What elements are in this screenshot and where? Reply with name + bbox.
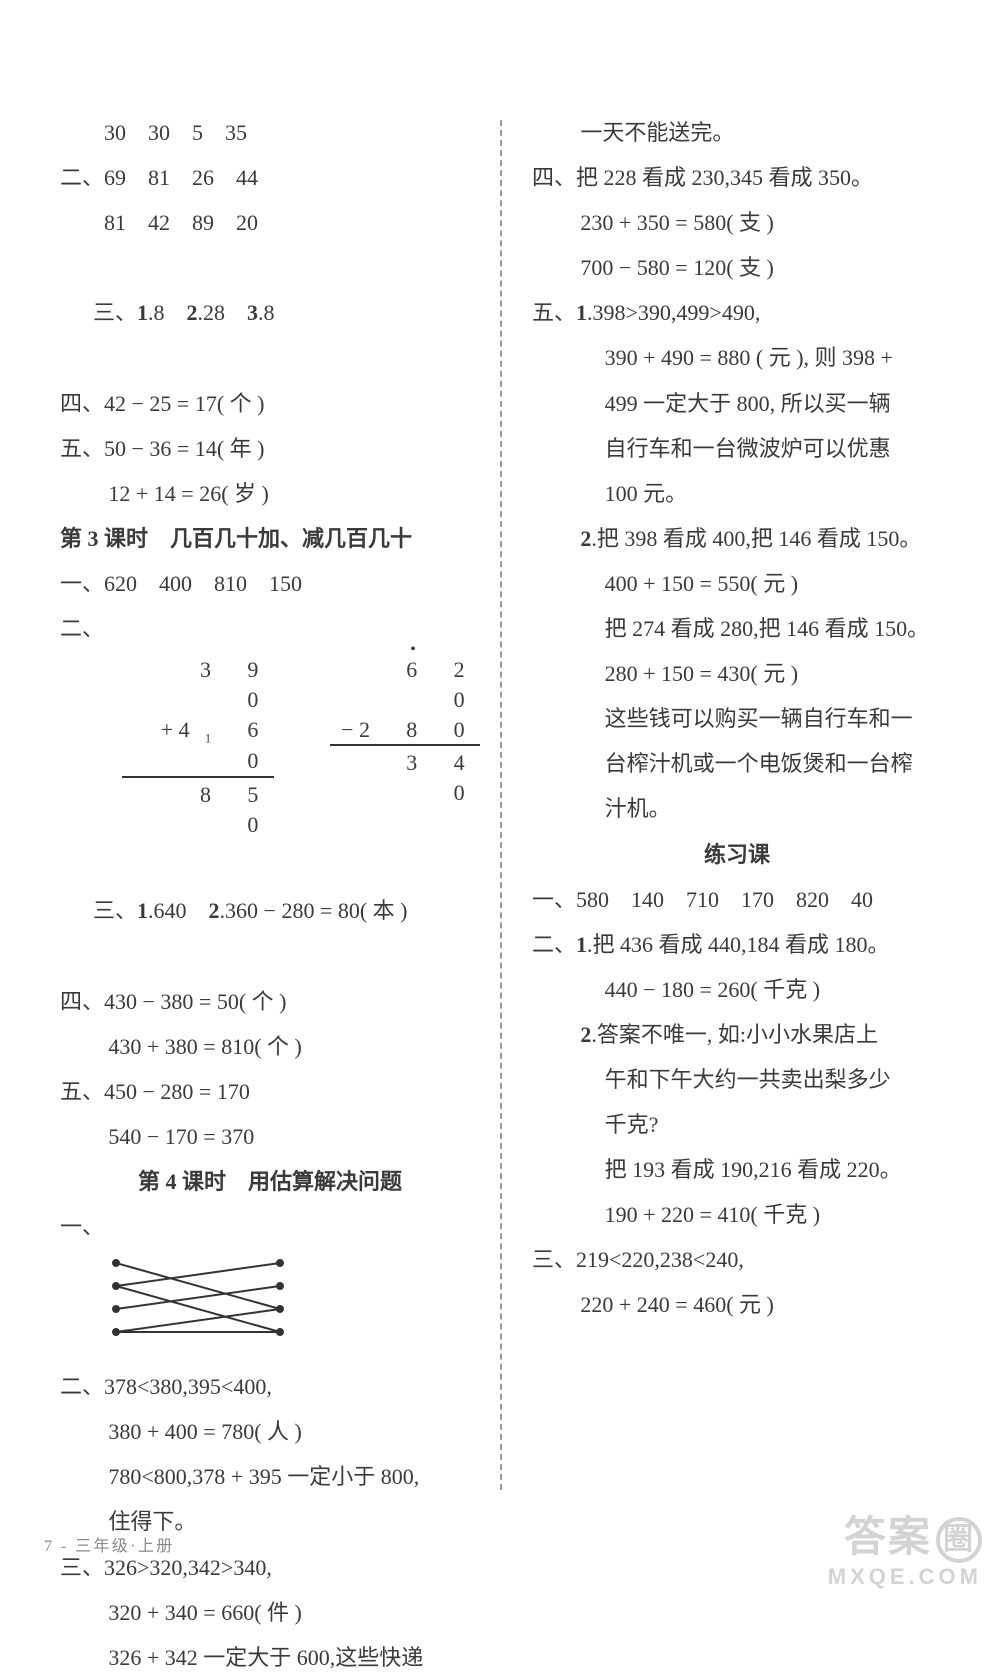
text-line: 自行车和一台微波炉可以优惠: [532, 426, 942, 471]
text-line: 二、1.把 436 看成 440,184 看成 180。: [532, 922, 942, 967]
text-line: 汁机。: [532, 786, 942, 831]
bold-num: 3: [247, 300, 258, 325]
subtraction-block: 6 2 0 − 2 8 0 3 4 0: [330, 655, 480, 839]
text-line: 280 + 150 = 430( 元 ): [532, 651, 942, 696]
text-line: 190 + 220 = 410( 千克 ): [532, 1192, 942, 1237]
label: 三、: [93, 300, 137, 325]
text-line: 千克?: [532, 1102, 942, 1147]
val: .8: [258, 300, 275, 325]
text-line: 400 + 150 = 550( 元 ): [532, 561, 942, 606]
text-line: 五、50 − 36 = 14( 年 ): [60, 426, 480, 471]
bold-num: 2: [187, 300, 198, 325]
watermark-circle: 圈: [936, 1517, 982, 1563]
text-line: 12 + 14 = 26( 岁 ): [60, 471, 480, 516]
text-line: 一、620 400 810 150: [60, 561, 480, 606]
lesson3-title: 第 3 课时 几百几十加、减几百几十: [60, 516, 480, 561]
text-line: 三、1.640 2.360 − 280 = 80( 本 ): [60, 843, 480, 978]
page: 30 30 5 35 二、69 81 26 44 81 42 89 20 三、1…: [0, 0, 1000, 1600]
val: .8: [148, 300, 187, 325]
text-line: 五、450 − 280 = 170: [60, 1069, 480, 1114]
text-line: 440 − 180 = 260( 千克 ): [532, 967, 942, 1012]
watermark: 答案圈 MXQE.COM: [828, 1503, 982, 1590]
text-line: 499 一定大于 800, 所以买一辆: [532, 381, 942, 426]
footer-label: - 三年级·上册: [61, 1538, 175, 1555]
text-line: 81 42 89 20: [60, 200, 480, 245]
page-footer: 7 - 三年级·上册: [44, 1532, 175, 1556]
bold-num: 1: [576, 300, 587, 325]
text-line: 30 30 5 35: [60, 110, 480, 155]
text-line: 一、580 140 710 170 820 40: [532, 877, 942, 922]
text-line: 一天不能送完。: [532, 110, 942, 155]
text-line: 午和下午大约一共卖出梨多少: [532, 1057, 942, 1102]
text-line: 100 元。: [532, 471, 942, 516]
text-line: 三、1.8 2.28 3.8: [60, 245, 480, 380]
bold-num: 1: [576, 932, 587, 957]
text-line: 540 − 170 = 370: [60, 1114, 480, 1159]
right-column: 一天不能送完。 四、把 228 看成 230,345 看成 350。 230 +…: [502, 110, 942, 1540]
text-line: 一、: [60, 1204, 480, 1249]
bold-num: 2: [209, 898, 220, 923]
text-line: 380 + 400 = 780( 人 ): [60, 1409, 480, 1454]
text-line: 二、378<380,395<400,: [60, 1364, 480, 1409]
val: .把 436 看成 440,184 看成 180。: [587, 932, 890, 957]
text-line: 四、把 228 看成 230,345 看成 350。: [532, 155, 942, 200]
text-line: 780<800,378 + 395 一定小于 800,: [60, 1454, 480, 1499]
text-line: 四、42 − 25 = 17( 个 ): [60, 381, 480, 426]
text-line: 320 + 340 = 660( 件 ): [60, 1590, 480, 1635]
text-line: 700 − 580 = 120( 支 ): [532, 245, 942, 290]
text-line: 220 + 240 = 460( 元 ): [532, 1282, 942, 1327]
val: .640: [148, 898, 209, 923]
text-line: 台榨汁机或一个电饭煲和一台榨: [532, 741, 942, 786]
text-line: 390 + 490 = 880 ( 元 ), 则 398 +: [532, 335, 942, 380]
text-line: 2.答案不唯一, 如:小小水果店上: [532, 1012, 942, 1057]
addition-block: 3 9 0 + 41 6 0 8 5 0: [122, 655, 274, 839]
watermark-line1: 答案圈: [828, 1503, 982, 1564]
text-line: 四、430 − 380 = 50( 个 ): [60, 979, 480, 1024]
label: 三、: [93, 898, 137, 923]
bold-num: 1: [137, 898, 148, 923]
lesson4-title: 第 4 课时 用估算解决问题: [60, 1159, 480, 1204]
text-line: 三、219<220,238<240,: [532, 1237, 942, 1282]
text-line: 五、1.398>390,499>490,: [532, 290, 942, 335]
val: .398>390,499>490,: [587, 300, 760, 325]
val: .把 398 看成 400,把 146 看成 150。: [591, 526, 921, 551]
val: .28: [198, 300, 248, 325]
vertical-arithmetic: 3 9 0 + 41 6 0 8 5 0 6 2 0 − 2 8 0 3 4 0: [122, 655, 480, 839]
watermark-text: 答案: [844, 1513, 932, 1560]
page-number: 7: [44, 1538, 54, 1555]
text-line: 把 274 看成 280,把 146 看成 150。: [532, 606, 942, 651]
text-line: 430 + 380 = 810( 个 ): [60, 1024, 480, 1069]
text-line: 二、69 81 26 44: [60, 155, 480, 200]
text-line: 这些钱可以购买一辆自行车和一: [532, 696, 942, 741]
watermark-line2: MXQE.COM: [828, 1564, 982, 1590]
val: .360 − 280 = 80( 本 ): [220, 898, 408, 923]
bold-num: 1: [137, 300, 148, 325]
text-line: 把 193 看成 190,216 看成 220。: [532, 1147, 942, 1192]
left-column: 30 30 5 35 二、69 81 26 44 81 42 89 20 三、1…: [60, 110, 500, 1540]
val: .答案不唯一, 如:小小水果店上: [591, 1022, 878, 1047]
bold-num: 2: [580, 526, 591, 551]
text-line: 2.把 398 看成 400,把 146 看成 150。: [532, 516, 942, 561]
bold-num: 2: [580, 1022, 591, 1047]
practice-title: 练习课: [532, 832, 942, 877]
matching-diagram: [108, 1255, 480, 1356]
text-line: 326 + 342 一定大于 600,这些快递: [60, 1635, 480, 1680]
text-line: 230 + 350 = 580( 支 ): [532, 200, 942, 245]
